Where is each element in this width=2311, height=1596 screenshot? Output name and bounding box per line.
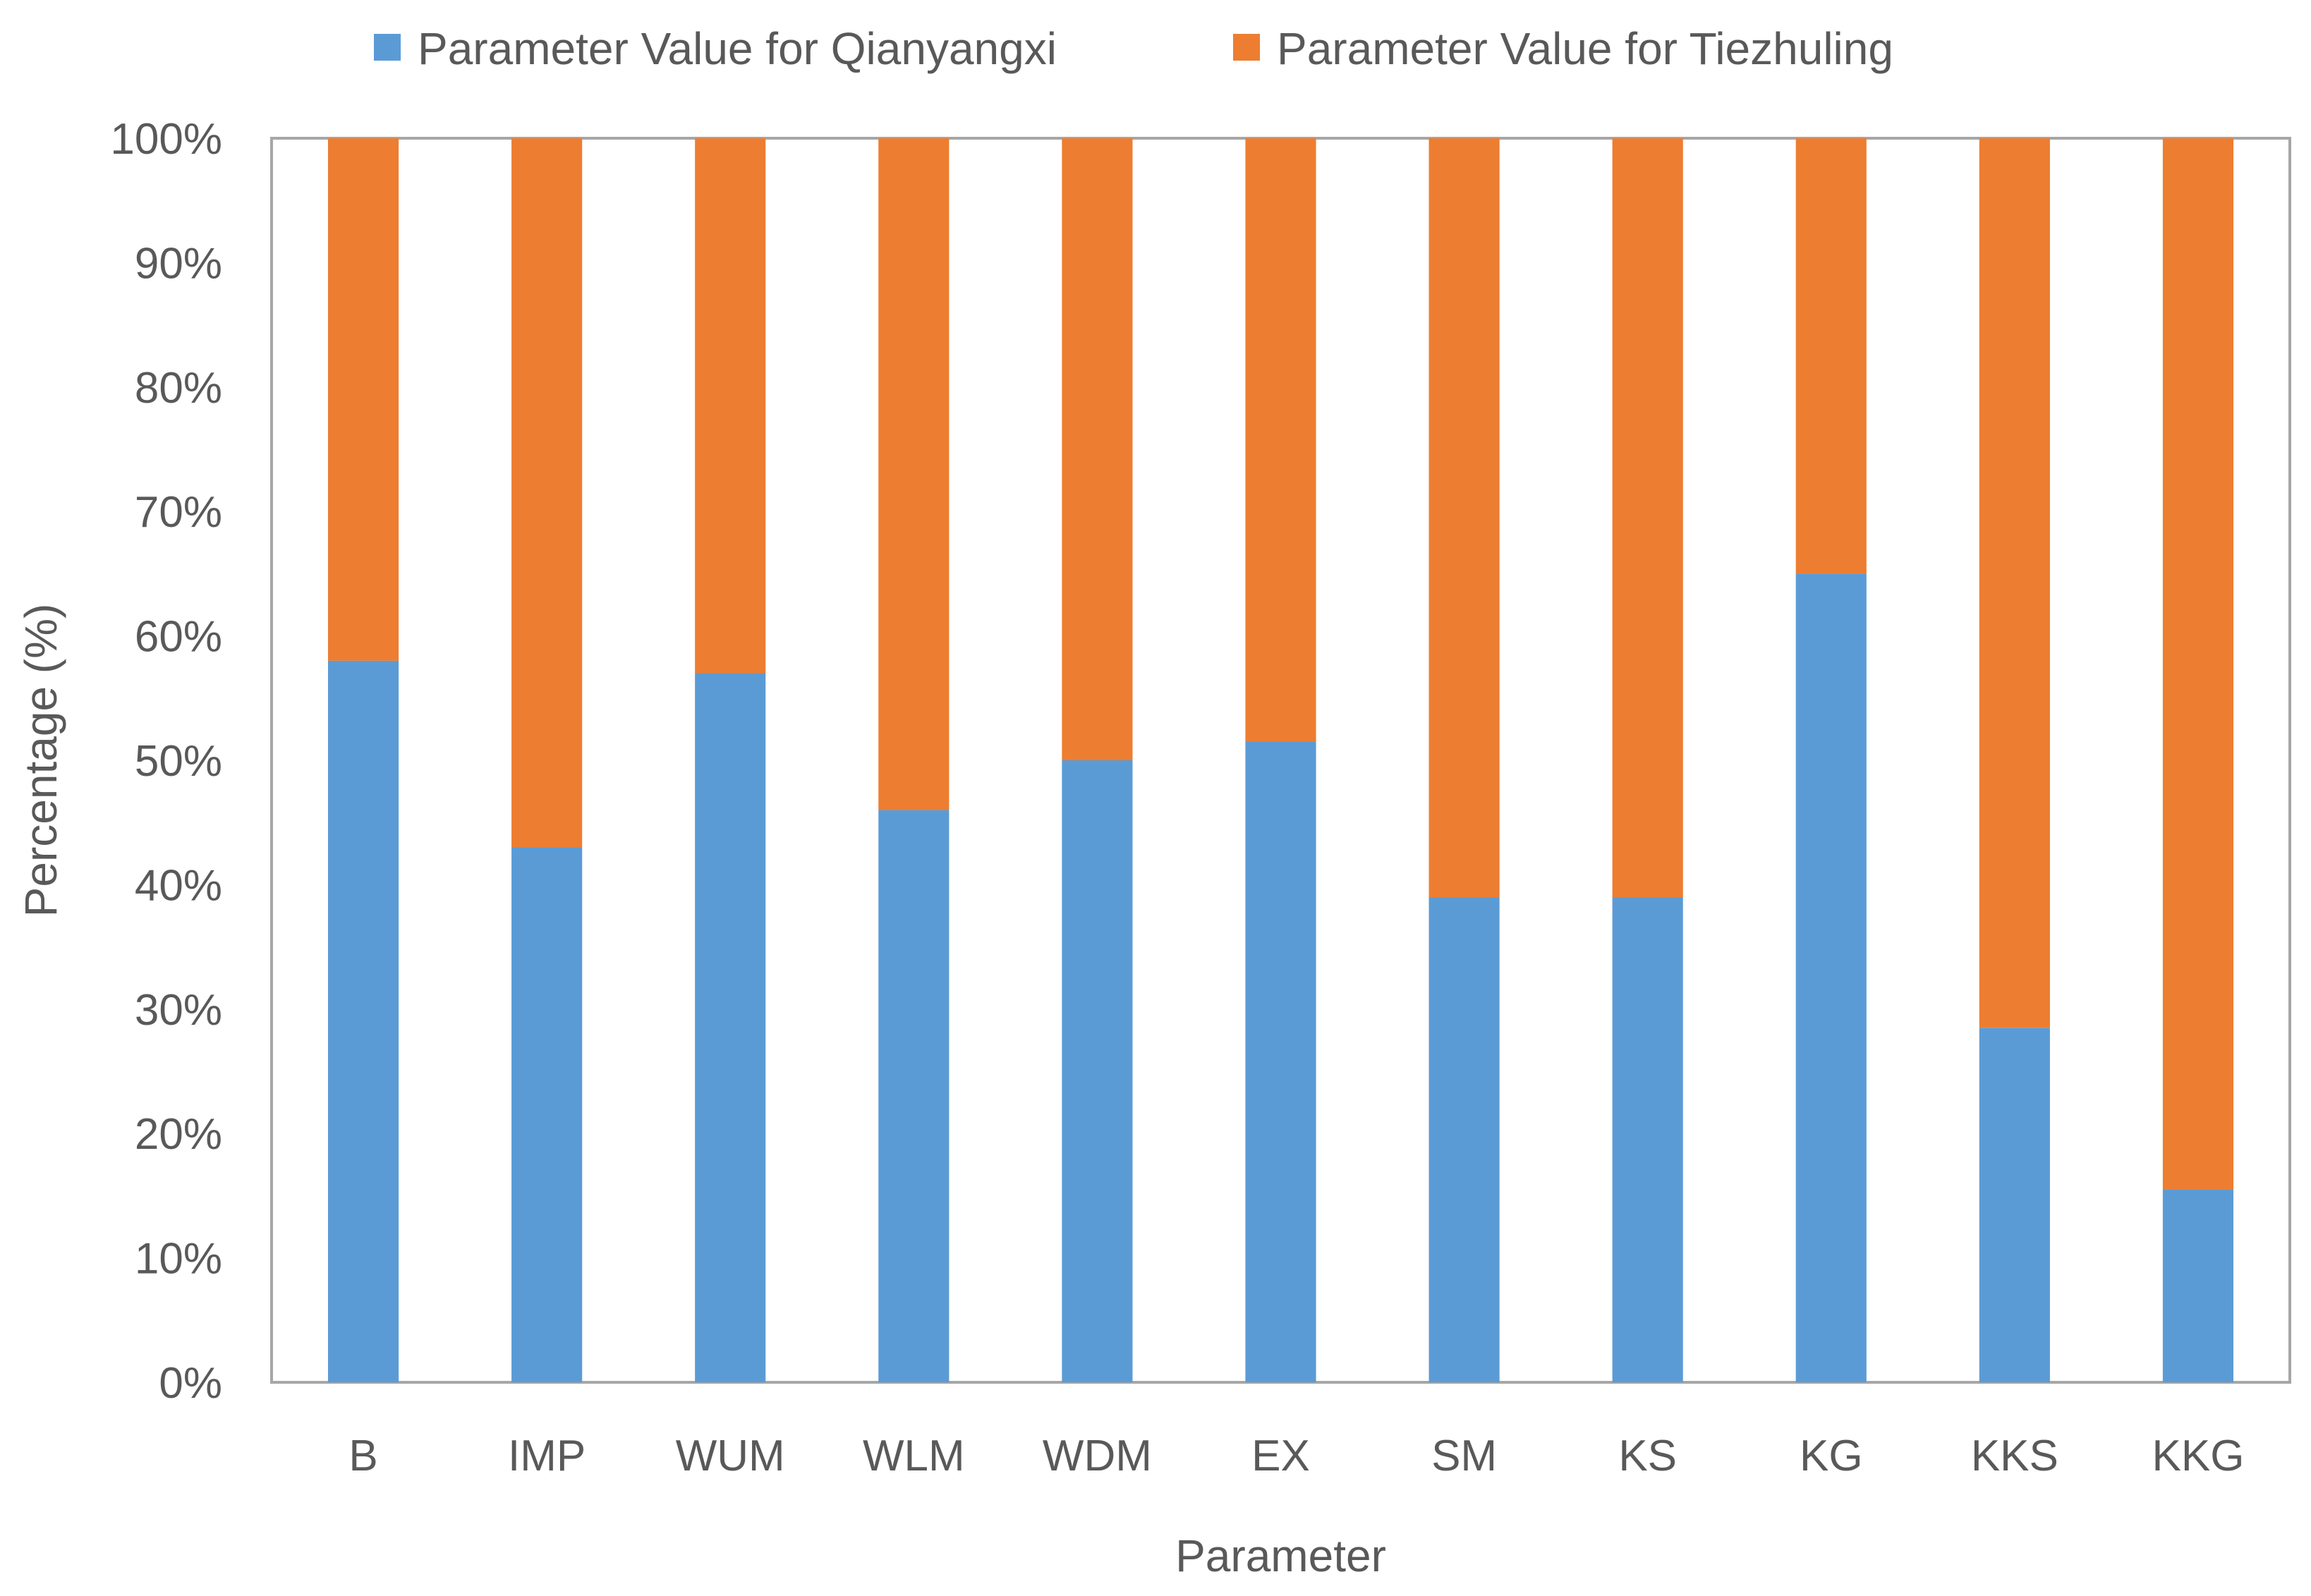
bar-ex-series-2 (1245, 138, 1316, 742)
bar-wlm-series-1 (878, 810, 950, 1382)
bar-sm-series-2 (1429, 138, 1500, 898)
bar-kg-series-1 (1795, 573, 1867, 1382)
y-tick-label: 90% (135, 239, 222, 288)
legend-label-series-1: Parameter Value for Qianyangxi (418, 23, 1057, 74)
bar-wdm-series-1 (1062, 760, 1133, 1382)
x-tick-label: SM (1431, 1432, 1497, 1480)
bar-wum-series-1 (695, 673, 766, 1382)
plot-area (270, 137, 2291, 1384)
legend-label-series-2: Parameter Value for Tiezhuling (1277, 23, 1893, 74)
y-tick-label: 30% (135, 986, 222, 1035)
bar-b-series-1 (327, 660, 399, 1382)
x-tick-label: KKS (1971, 1432, 2058, 1480)
y-tick-label: 40% (135, 861, 222, 910)
legend-swatch-series-2 (1233, 34, 1260, 61)
bar-imp-series-2 (511, 138, 583, 848)
y-tick-label: 100% (110, 115, 222, 164)
y-tick-label: 70% (135, 488, 222, 537)
x-tick-label: KKG (2152, 1432, 2244, 1480)
y-tick-label: 0% (159, 1359, 222, 1408)
bar-kks-series-2 (1979, 138, 2050, 1028)
bar-ex-series-1 (1245, 741, 1316, 1382)
bar-ks-series-1 (1612, 897, 1683, 1382)
bar-kkg-series-1 (2162, 1189, 2234, 1382)
y-tick-label: 20% (135, 1110, 222, 1159)
bar-imp-series-1 (511, 847, 583, 1382)
bar-kkg-series-2 (2162, 138, 2234, 1190)
bar-wdm-series-2 (1062, 138, 1133, 760)
bar-b-series-2 (327, 138, 399, 661)
bar-wum-series-2 (695, 138, 766, 674)
y-axis-title: Percentage (%) (16, 604, 66, 918)
bar-kks-series-1 (1979, 1028, 2050, 1382)
bar-ks-series-2 (1612, 138, 1683, 898)
x-tick-label: KS (1618, 1432, 1677, 1480)
legend: Parameter Value for Qianyangxi Parameter … (374, 23, 1893, 74)
bar-wlm-series-2 (878, 138, 950, 810)
y-tick-label: 10% (135, 1235, 222, 1284)
legend-swatch-series-1 (374, 34, 401, 61)
x-tick-label: WDM (1043, 1432, 1152, 1480)
x-axis-ticks: B IMP WUM WLM WDM EX SM KS KG KKS KKG (348, 1432, 2244, 1480)
x-tick-label: WUM (676, 1432, 785, 1480)
x-tick-label: WLM (863, 1432, 965, 1480)
bar-kg-series-2 (1795, 138, 1867, 574)
y-tick-label: 60% (135, 613, 222, 662)
y-tick-label: 50% (135, 737, 222, 786)
y-axis-ticks: 0% 10% 20% 30% 40% 50% 60% 70% 80% 90% 100% (110, 115, 222, 1408)
x-axis-title: Parameter (1175, 1530, 1386, 1581)
y-tick-label: 80% (135, 364, 222, 413)
bar-sm-series-1 (1429, 897, 1500, 1382)
x-tick-label: IMP (508, 1432, 586, 1480)
x-tick-label: B (348, 1432, 377, 1480)
x-tick-label: KG (1800, 1432, 1863, 1480)
x-tick-label: EX (1251, 1432, 1310, 1480)
